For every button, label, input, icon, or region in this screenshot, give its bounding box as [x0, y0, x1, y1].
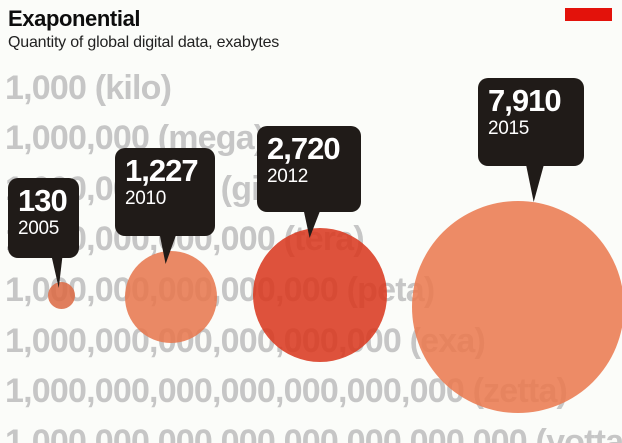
bubble-2005 — [48, 282, 75, 309]
callout-2005-year: 2005 — [18, 218, 60, 239]
callout-2010-year: 2010 — [125, 188, 167, 209]
callout-2015-tail — [525, 164, 545, 202]
bubble-2012 — [253, 228, 387, 362]
bubble-2015 — [412, 201, 622, 413]
page-title: Exaponential — [8, 6, 141, 31]
scale-row-exa: 1,000,000,000,000,000,000 (exa) — [5, 322, 486, 360]
callout-2015-value: 7,910 — [488, 83, 562, 118]
callout-2005-tail — [51, 256, 63, 288]
callout-2012-value: 2,720 — [267, 131, 341, 166]
page-subtitle: Quantity of global digital data, exabyte… — [8, 34, 280, 51]
callout-2012-year: 2012 — [267, 166, 309, 187]
scale-row-yotta: 1,000,000,000,000,000,000,000,000 (yotta… — [5, 423, 622, 443]
scale-row-kilo: 1,000 (kilo) — [5, 69, 172, 107]
callout-2015: 7,910 2015 — [478, 78, 584, 166]
callout-2012: 2,720 2012 — [257, 126, 361, 212]
callout-2005-value: 130 — [18, 183, 68, 218]
callout-2015-year: 2015 — [488, 118, 530, 139]
bubble-2010 — [125, 251, 217, 343]
brand-red-tab — [565, 8, 612, 21]
callout-2010: 1,227 2010 — [115, 148, 215, 236]
callout-2010-value: 1,227 — [125, 153, 199, 188]
callout-2005: 130 2005 — [8, 178, 79, 258]
